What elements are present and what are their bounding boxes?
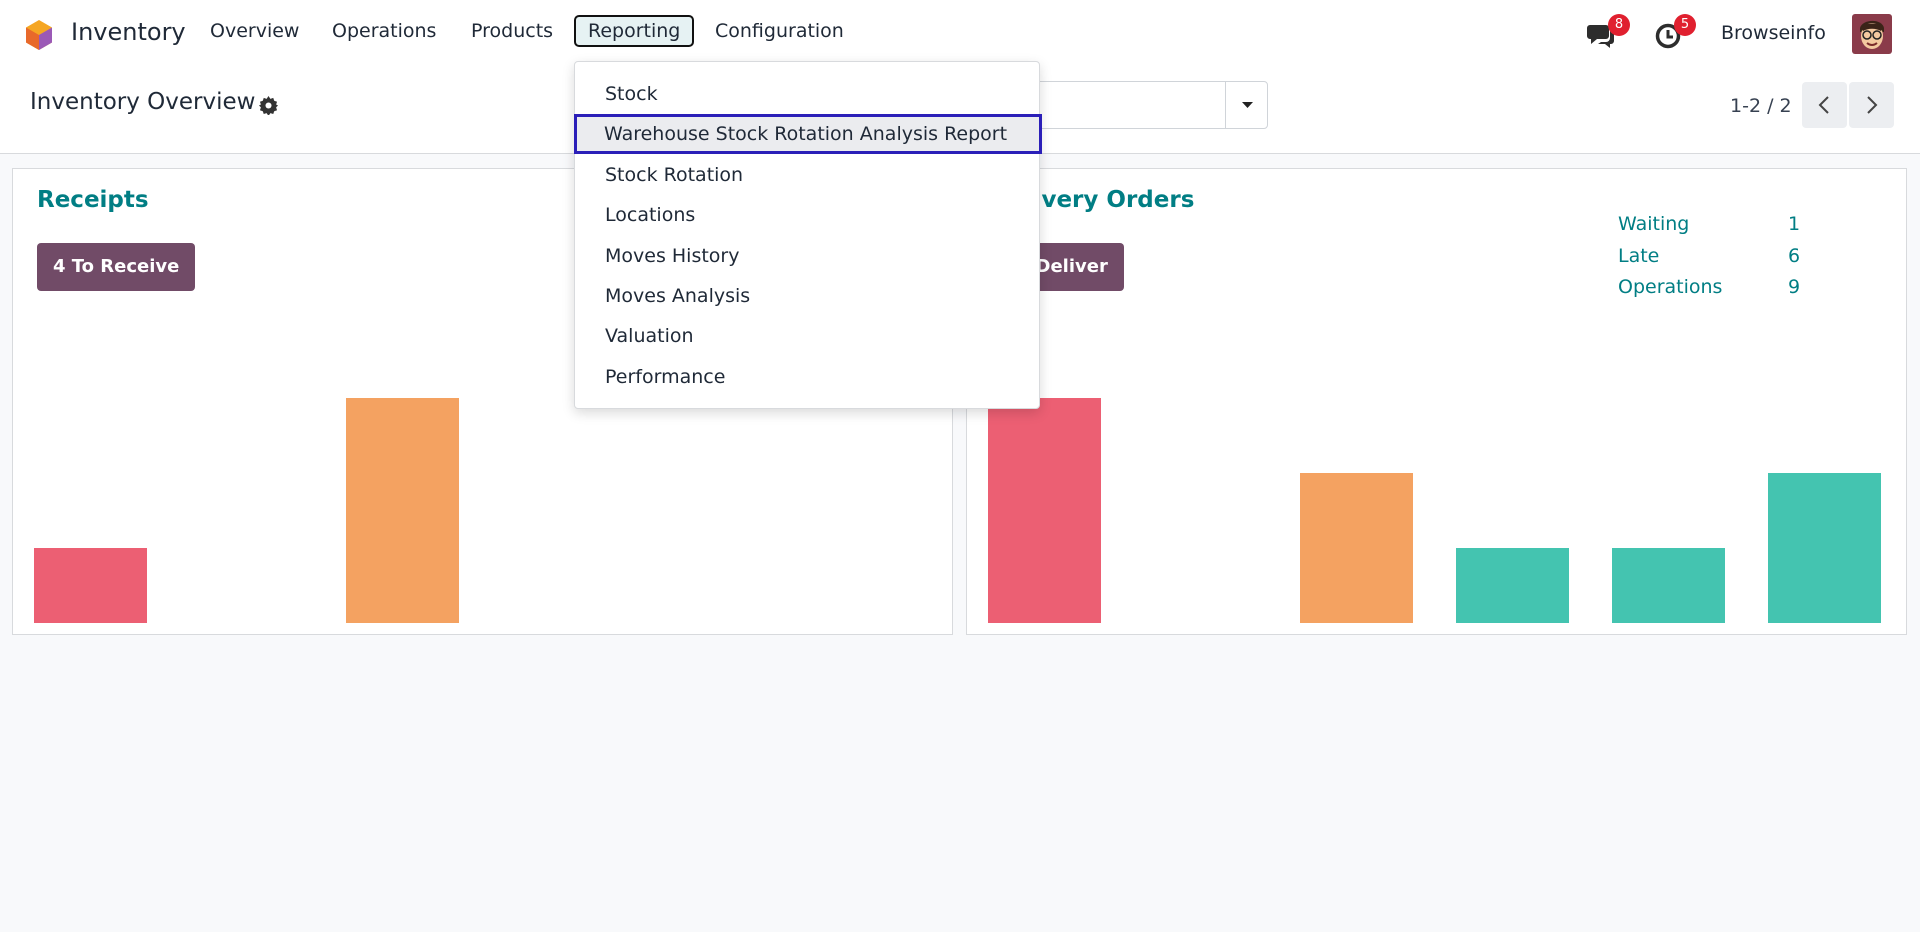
menu-item[interactable]: Operations	[332, 20, 437, 42]
graph-bar[interactable]	[1768, 473, 1881, 623]
graph-bar[interactable]	[34, 548, 147, 623]
messages-icon[interactable]	[1586, 21, 1616, 49]
dropdown-item[interactable]: Valuation	[605, 325, 694, 348]
pager-next[interactable]	[1849, 82, 1894, 128]
graph-bar[interactable]	[1300, 473, 1413, 623]
menu-item[interactable]: Reporting	[574, 15, 695, 47]
app-name[interactable]: Inventory	[71, 18, 186, 46]
settings-gear[interactable]	[259, 96, 278, 115]
page-title: Inventory Overview	[30, 89, 256, 115]
user-avatar[interactable]	[1852, 14, 1892, 54]
dropdown-item[interactable]: Stock	[605, 83, 658, 105]
search-box[interactable]	[1020, 81, 1268, 129]
dropdown-item[interactable]: Stock Rotation	[605, 163, 744, 186]
pager-previous[interactable]	[1802, 82, 1847, 128]
reporting-dropdown: Stock Warehouse Stock Rotation Analysis R…	[574, 61, 1042, 409]
graph-bar[interactable]	[346, 398, 459, 623]
stat-value[interactable]: 1	[1788, 213, 1801, 235]
messages-badge: 8	[1608, 14, 1630, 36]
stat-label[interactable]: Waiting	[1618, 213, 1690, 235]
menu-item[interactable]: Configuration	[715, 20, 844, 42]
dropdown-item[interactable]: Warehouse Stock Rotation Analysis Report	[574, 114, 1042, 155]
delivery-card: Delivery Orders To Deliver Waiting 1 Late 6 Op…	[966, 168, 1907, 635]
graph-bar[interactable]	[1612, 548, 1725, 623]
graph-bar[interactable]	[1456, 548, 1569, 623]
pager-value: 1-2 / 2	[1730, 95, 1792, 117]
stat-label[interactable]: Late	[1618, 244, 1660, 267]
dropdown-item[interactable]: Moves History	[605, 244, 740, 267]
dropdown-item[interactable]: Locations	[605, 204, 696, 227]
dropdown-item[interactable]: Moves Analysis	[605, 285, 751, 307]
dropdown-item[interactable]: Performance	[605, 365, 726, 388]
activities-badge: 5	[1674, 14, 1696, 36]
user-name[interactable]: Browseinfo	[1721, 22, 1826, 44]
graph-bar[interactable]	[988, 398, 1101, 623]
stat-label[interactable]: Operations	[1618, 276, 1723, 298]
stat-value[interactable]: 9	[1788, 276, 1801, 298]
stat-value[interactable]: 6	[1788, 244, 1801, 267]
card-title[interactable]: Receipts	[37, 187, 149, 213]
app-logo[interactable]	[22, 18, 56, 52]
menu-item[interactable]: Overview	[210, 20, 300, 42]
card-button[interactable]: 4 To Receive	[37, 243, 196, 291]
search-options-toggle[interactable]	[1225, 81, 1268, 129]
menu-item[interactable]: Products	[471, 20, 554, 42]
activities-icon[interactable]	[1654, 22, 1682, 50]
